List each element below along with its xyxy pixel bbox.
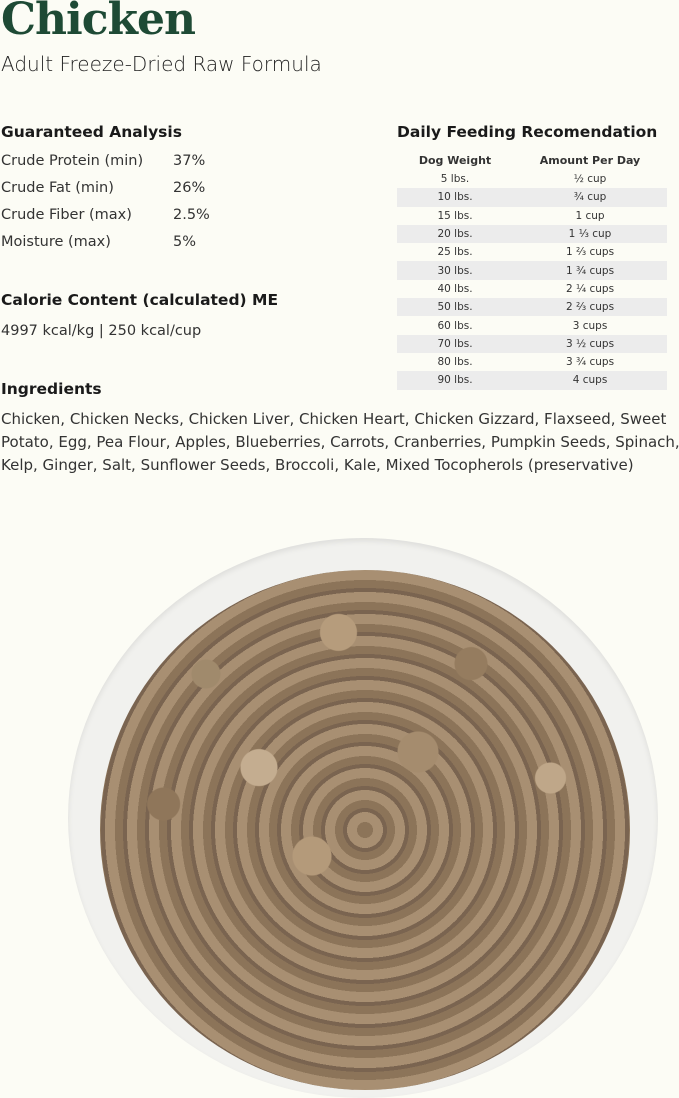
feeding-row: 80 lbs. 3 ¾ cups bbox=[397, 353, 667, 371]
dog-weight: 40 lbs. bbox=[437, 282, 473, 295]
feeding-row: 50 lbs. 2 ⅔ cups bbox=[397, 298, 667, 317]
amount-per-day: ½ cup bbox=[573, 173, 607, 186]
amount-per-day: 4 cups bbox=[572, 374, 608, 387]
dog-weight: 80 lbs. bbox=[437, 356, 473, 369]
analysis-label: Crude Fat (min) bbox=[1, 180, 114, 196]
feeding-heading: Daily Feeding Recomendation bbox=[397, 123, 658, 141]
analysis-label: Moisture (max) bbox=[1, 234, 111, 250]
analysis-value: 2.5% bbox=[173, 207, 210, 223]
amount-per-day: 3 ¾ cups bbox=[565, 356, 615, 369]
column-header: Amount Per Day bbox=[539, 153, 641, 167]
column-header: Dog Weight bbox=[418, 153, 492, 167]
feeding-table: Dog Weight Amount Per Day 5 lbs. ½ cup 10 … bbox=[397, 150, 667, 390]
food-image bbox=[100, 570, 630, 1090]
amount-per-day: 1 cup bbox=[575, 209, 605, 222]
feeding-row: 60 lbs. 3 cups bbox=[397, 316, 667, 334]
feeding-row: 90 lbs. 4 cups bbox=[397, 371, 667, 390]
amount-per-day: 1 ⅔ cups bbox=[565, 246, 615, 259]
analysis-value: 37% bbox=[173, 153, 206, 169]
dog-weight: 15 lbs. bbox=[437, 209, 473, 222]
ingredients-text: Chicken, Chicken Necks, Chicken Liver, C… bbox=[1, 410, 679, 474]
feeding-row: 15 lbs. 1 cup bbox=[397, 207, 667, 225]
amount-per-day: 2 ¼ cups bbox=[565, 282, 615, 295]
dog-weight: 50 lbs. bbox=[437, 301, 473, 314]
calorie-text: 4997 kcal/kg | 250 kcal/cup bbox=[1, 323, 202, 339]
analysis-value: 26% bbox=[173, 180, 206, 196]
calorie-heading: Calorie Content (calculated) ME bbox=[1, 291, 279, 309]
analysis-row: Moisture (max) 5% bbox=[1, 234, 196, 250]
dog-weight: 20 lbs. bbox=[437, 228, 473, 241]
analysis-row: Crude Fat (min) 26% bbox=[1, 180, 205, 196]
dog-weight: 60 lbs. bbox=[437, 319, 473, 332]
dog-weight: 10 lbs. bbox=[437, 191, 473, 204]
feeding-row: 70 lbs. 3 ½ cups bbox=[397, 334, 667, 353]
amount-per-day: 3 cups bbox=[572, 319, 608, 332]
analysis-label: Crude Protein (min) bbox=[1, 153, 144, 169]
dog-weight: 25 lbs. bbox=[437, 246, 473, 259]
feeding-table-header: Dog Weight Amount Per Day bbox=[397, 150, 667, 170]
analysis-label: Crude Fiber (max) bbox=[1, 207, 132, 223]
feeding-row: 40 lbs. 2 ¼ cups bbox=[397, 280, 667, 298]
amount-per-day: ¾ cup bbox=[573, 191, 607, 204]
feeding-row: 30 lbs. 1 ¾ cups bbox=[397, 261, 667, 280]
amount-per-day: 2 ⅔ cups bbox=[565, 301, 615, 314]
dog-weight: 5 lbs. bbox=[440, 173, 470, 186]
product-title: Chicken bbox=[1, 0, 196, 45]
dog-weight: 30 lbs. bbox=[437, 264, 473, 277]
amount-per-day: 1 ¾ cups bbox=[565, 264, 615, 277]
amount-per-day: 1 ⅓ cup bbox=[568, 228, 612, 241]
analysis-heading: Guaranteed Analysis bbox=[1, 123, 182, 141]
feeding-row: 25 lbs. 1 ⅔ cups bbox=[397, 243, 667, 261]
dog-weight: 70 lbs. bbox=[437, 337, 473, 350]
analysis-row: Crude Protein (min) 37% bbox=[1, 153, 205, 169]
dog-weight: 90 lbs. bbox=[437, 374, 473, 387]
analysis-value: 5% bbox=[173, 234, 197, 250]
ingredients-heading: Ingredients bbox=[1, 380, 102, 398]
amount-per-day: 3 ½ cups bbox=[565, 337, 615, 350]
feeding-row: 20 lbs. 1 ⅓ cup bbox=[397, 224, 667, 244]
feeding-row: 10 lbs. ¾ cup bbox=[397, 188, 667, 207]
analysis-row: Crude Fiber (max) 2.5% bbox=[1, 207, 210, 223]
feeding-row: 5 lbs. ½ cup bbox=[397, 170, 667, 188]
product-subtitle: Adult Freeze-Dried Raw Formula bbox=[1, 52, 322, 76]
